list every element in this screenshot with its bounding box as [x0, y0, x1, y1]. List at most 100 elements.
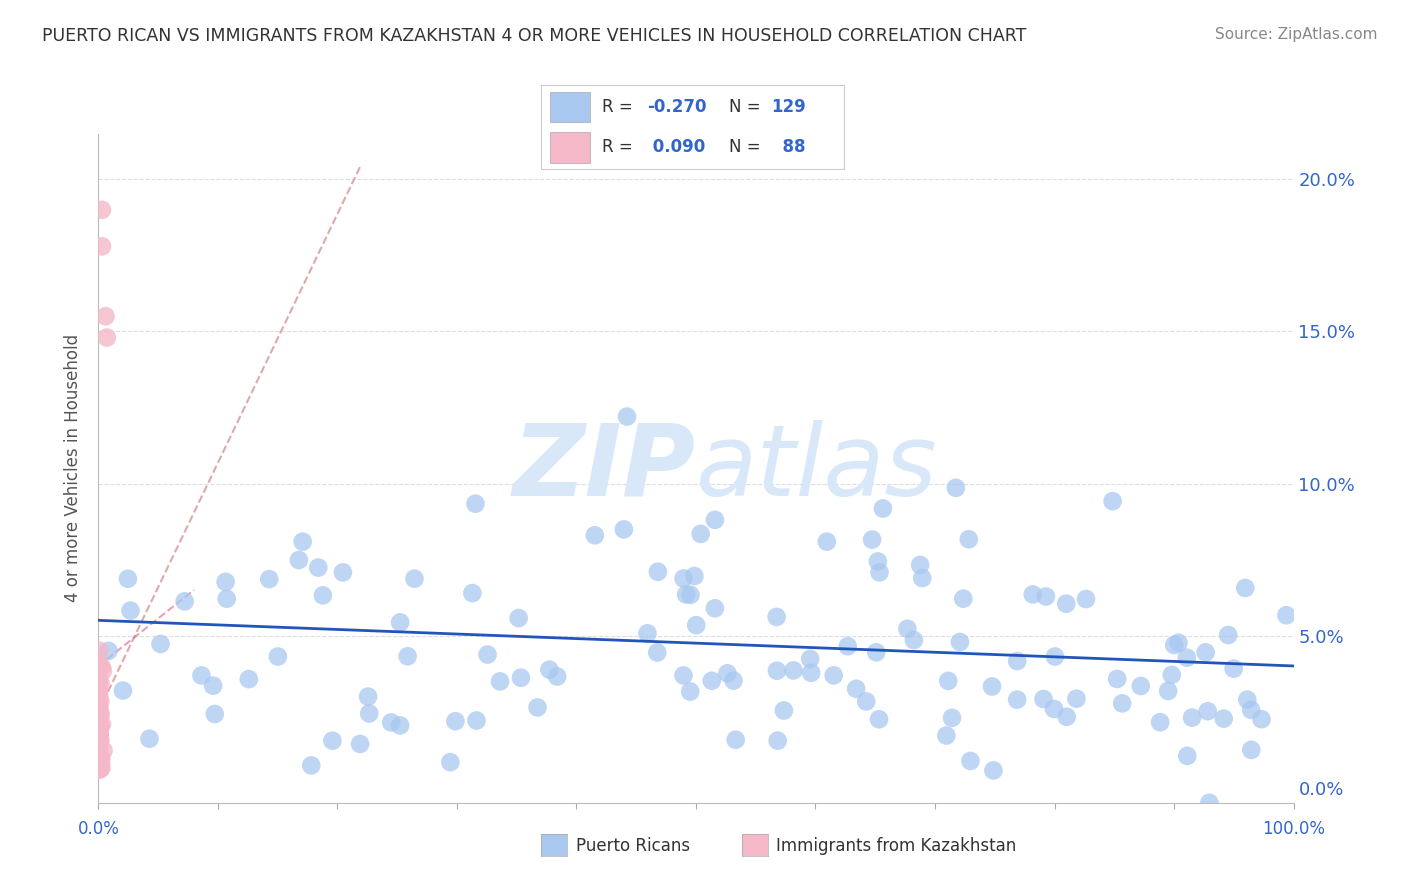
- Point: [321, 733, 343, 747]
- Point: [87, 727, 110, 741]
- Point: [215, 591, 238, 606]
- Point: [87, 758, 110, 772]
- Point: [1212, 712, 1234, 726]
- Point: [837, 639, 859, 653]
- Point: [1111, 697, 1133, 711]
- Point: [87, 743, 110, 757]
- Point: [91, 202, 114, 217]
- Point: [616, 409, 638, 424]
- Text: Puerto Ricans: Puerto Ricans: [576, 837, 690, 855]
- Point: [689, 527, 711, 541]
- Point: [87, 681, 110, 696]
- Point: [855, 694, 877, 708]
- Point: [87, 713, 110, 727]
- Point: [477, 648, 499, 662]
- Point: [672, 668, 695, 682]
- Point: [396, 649, 419, 664]
- Text: ZIP: ZIP: [513, 420, 696, 516]
- Point: [981, 680, 1004, 694]
- Bar: [550, 132, 589, 162]
- Point: [936, 673, 959, 688]
- Point: [1198, 796, 1220, 810]
- Point: [89, 735, 111, 749]
- Point: [1005, 654, 1028, 668]
- Point: [723, 673, 745, 688]
- Point: [613, 522, 636, 536]
- Point: [87, 750, 110, 764]
- Point: [782, 664, 804, 678]
- Point: [636, 626, 658, 640]
- Point: [716, 666, 738, 681]
- Point: [87, 754, 110, 768]
- Point: [87, 756, 110, 770]
- Point: [111, 683, 134, 698]
- Point: [508, 611, 530, 625]
- Point: [1157, 684, 1180, 698]
- Point: [703, 601, 725, 615]
- Point: [380, 715, 402, 730]
- Point: [87, 731, 110, 746]
- Point: [872, 501, 894, 516]
- Point: [87, 729, 110, 743]
- Text: 129: 129: [770, 98, 806, 116]
- Point: [765, 610, 787, 624]
- Point: [389, 718, 412, 732]
- Point: [89, 700, 111, 714]
- Point: [1149, 715, 1171, 730]
- Point: [685, 618, 707, 632]
- Point: [868, 712, 890, 726]
- Point: [89, 719, 111, 733]
- Point: [1035, 590, 1057, 604]
- Point: [87, 704, 110, 718]
- Point: [87, 697, 110, 711]
- Point: [312, 588, 335, 602]
- Point: [510, 671, 533, 685]
- Point: [238, 672, 260, 686]
- Point: [97, 644, 120, 658]
- Point: [1275, 608, 1298, 623]
- Point: [214, 574, 236, 589]
- Point: [89, 735, 111, 749]
- Point: [87, 747, 110, 761]
- Point: [89, 676, 111, 690]
- Point: [87, 673, 110, 687]
- Point: [773, 703, 796, 717]
- Point: [90, 756, 112, 770]
- Point: [1043, 649, 1066, 664]
- Point: [357, 690, 380, 704]
- Point: [87, 761, 110, 775]
- Point: [89, 723, 111, 737]
- Text: 0.090: 0.090: [647, 138, 706, 156]
- Text: Source: ZipAtlas.com: Source: ZipAtlas.com: [1215, 27, 1378, 42]
- Point: [87, 698, 110, 713]
- Point: [465, 714, 488, 728]
- Point: [87, 740, 110, 755]
- Point: [96, 330, 118, 344]
- Point: [1005, 692, 1028, 706]
- Point: [583, 528, 606, 542]
- Point: [404, 572, 426, 586]
- Point: [1195, 645, 1218, 659]
- Point: [645, 646, 668, 660]
- Point: [90, 707, 112, 722]
- Point: [87, 704, 110, 718]
- Text: N =: N =: [728, 98, 766, 116]
- Point: [1236, 692, 1258, 706]
- Point: [87, 749, 110, 764]
- Point: [1181, 711, 1204, 725]
- Point: [679, 684, 702, 698]
- Point: [87, 716, 110, 731]
- Point: [89, 762, 111, 776]
- Point: [959, 754, 981, 768]
- Point: [93, 743, 115, 757]
- Point: [90, 751, 112, 765]
- Point: [908, 558, 931, 572]
- Point: [87, 741, 110, 756]
- Point: [87, 747, 110, 762]
- Point: [865, 645, 887, 659]
- Point: [1240, 743, 1263, 757]
- Point: [1107, 672, 1129, 686]
- Point: [1250, 712, 1272, 726]
- Point: [1222, 662, 1244, 676]
- Bar: [550, 92, 589, 122]
